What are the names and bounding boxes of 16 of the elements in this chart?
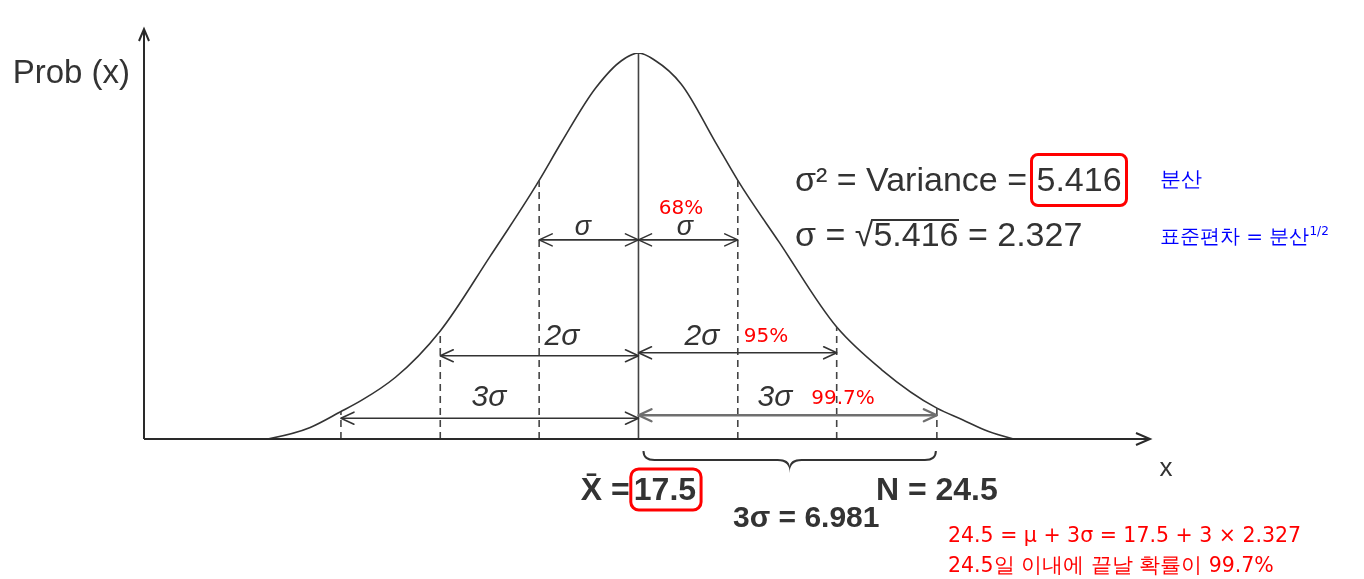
annotation: σ² = Variance = 5.416: [795, 159, 1122, 199]
text: 분산: [1160, 166, 1202, 191]
annotation: σ = √5.416 = 2.327: [795, 214, 1083, 254]
annotation: 3σ: [471, 378, 507, 414]
text: 표준편차 = 분산$^{1/2}$: [1160, 222, 1329, 248]
annotation: 2σ: [544, 317, 580, 353]
annotation: σ: [574, 211, 592, 243]
annotation: 99.7%: [811, 384, 875, 409]
text: 24.5일 이내에 끝날 확률이 99.7%: [948, 553, 1274, 578]
annotation: 3σ: [757, 378, 793, 414]
y-axis-title: Prob (x): [12, 53, 130, 90]
text: 24.5 = μ + 3σ = 17.5 + 3 × 2.327: [948, 523, 1302, 548]
x-axis-title: x: [1159, 452, 1173, 482]
annotation: 2σ: [684, 317, 720, 353]
annotation: 95%: [743, 322, 789, 347]
x-tick-label: X̄ =17.5: [580, 471, 697, 507]
